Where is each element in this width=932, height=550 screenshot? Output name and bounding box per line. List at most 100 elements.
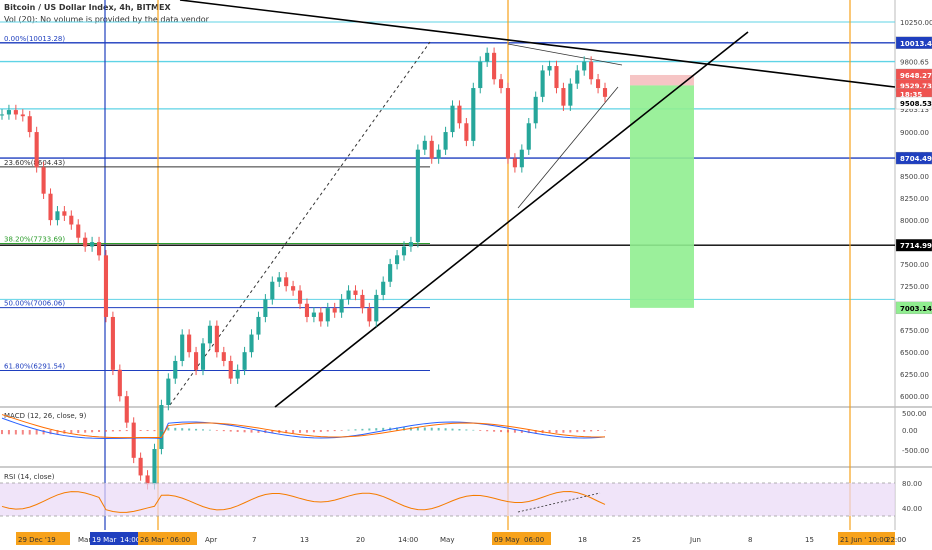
macd-bar [21,430,24,435]
candle [304,303,310,317]
macd-bar [118,430,121,432]
price-tick: 10250.00 [900,19,932,27]
candle [408,242,413,247]
candle [554,66,559,89]
macd-bar [375,428,378,431]
candle [505,88,511,159]
price-tick: 8250.00 [900,195,929,203]
time-tick: 14:00 [120,536,140,544]
macd-bar [513,430,516,433]
macd-bar [368,428,371,431]
candle [519,149,524,168]
time-label-box [16,532,70,545]
macd-bar [104,430,107,432]
candle [166,378,171,405]
macd-bar [146,430,149,432]
macd-bar [520,430,523,433]
macd-bar [604,430,606,431]
candle [180,334,185,361]
candle [20,114,25,117]
candle [263,299,268,317]
macd-bar [285,430,288,434]
macd-bar [70,430,73,434]
candle [145,475,150,485]
time-tick: 29 Dec '19 [18,536,56,544]
macd-bar [257,430,260,433]
candle [401,246,407,256]
rsi-band [0,483,895,516]
fib-label: 38.20%(7733.69) [4,236,65,244]
chart-title: Bitcoin / US Dollar Index, 4h, BITMEX [4,3,171,12]
macd-bar [534,430,537,434]
candle [117,369,122,397]
stop-zone [630,74,694,86]
macd-bar [479,430,482,431]
macd-bar [111,430,114,432]
macd-bar [215,430,218,431]
macd-bar [493,430,496,432]
candle [0,114,5,116]
candle [6,110,11,115]
price-label: 18:35 [900,91,922,99]
time-tick: 13 [300,536,309,544]
macd-bar [28,430,31,435]
candle [187,334,192,353]
candle [436,149,441,159]
macd-bar [430,427,433,431]
price-label-box [895,239,932,252]
price-tick: 9800.65 [900,59,929,67]
time-tick: 21 Jun '20 [840,536,875,544]
candle [575,70,580,84]
time-label-box [168,532,197,545]
macd-bar [160,430,163,432]
candle [443,132,448,150]
macd-bar [14,430,17,435]
candle [131,422,136,458]
candle [353,290,358,295]
candle [90,242,95,247]
price-label-box [895,151,932,165]
macd-title: MACD (12, 26, close, 9) [4,412,87,420]
price-label: 7714.99 [900,242,932,250]
time-tick: 25 [632,536,641,544]
candle [360,294,365,309]
macd-bar [236,430,239,432]
price-tick: 8500.00 [900,173,929,181]
macd-bar [451,428,454,431]
candle [270,281,275,300]
candle [96,242,102,256]
macd-bar [312,430,315,433]
time-tick: 22:00 [886,536,906,544]
candle [27,116,32,133]
candle [62,211,67,216]
time-tick: Apr [205,536,217,544]
signal-line [1,414,606,439]
fib-label: 0.00%(10013.28) [4,35,65,43]
macd-bar [340,430,343,431]
macd-tick: 500.00 [902,410,927,418]
macd-bar [7,430,10,435]
macd-bar [527,430,530,434]
macd-bar [396,427,399,431]
macd-bar [409,427,412,431]
macd-bar [354,429,357,431]
candle [450,105,455,133]
price-label: 10013.48 [900,40,932,48]
time-tick: 06:00 [170,536,190,544]
macd-bar [562,430,565,433]
candle [138,457,143,476]
time-tick: 09 May '20 [494,536,533,544]
macd-bar [576,430,579,433]
macd-bar [458,429,461,431]
macd-bar [188,428,191,431]
time-axis-bg [0,530,932,550]
candle [242,352,247,370]
candle [69,215,74,225]
rsi-title: RSI (14, close) [4,473,55,481]
candle [194,352,199,370]
candle [381,281,386,295]
candle [55,211,60,221]
candle [173,360,178,379]
time-tick: 06:00 [524,536,544,544]
